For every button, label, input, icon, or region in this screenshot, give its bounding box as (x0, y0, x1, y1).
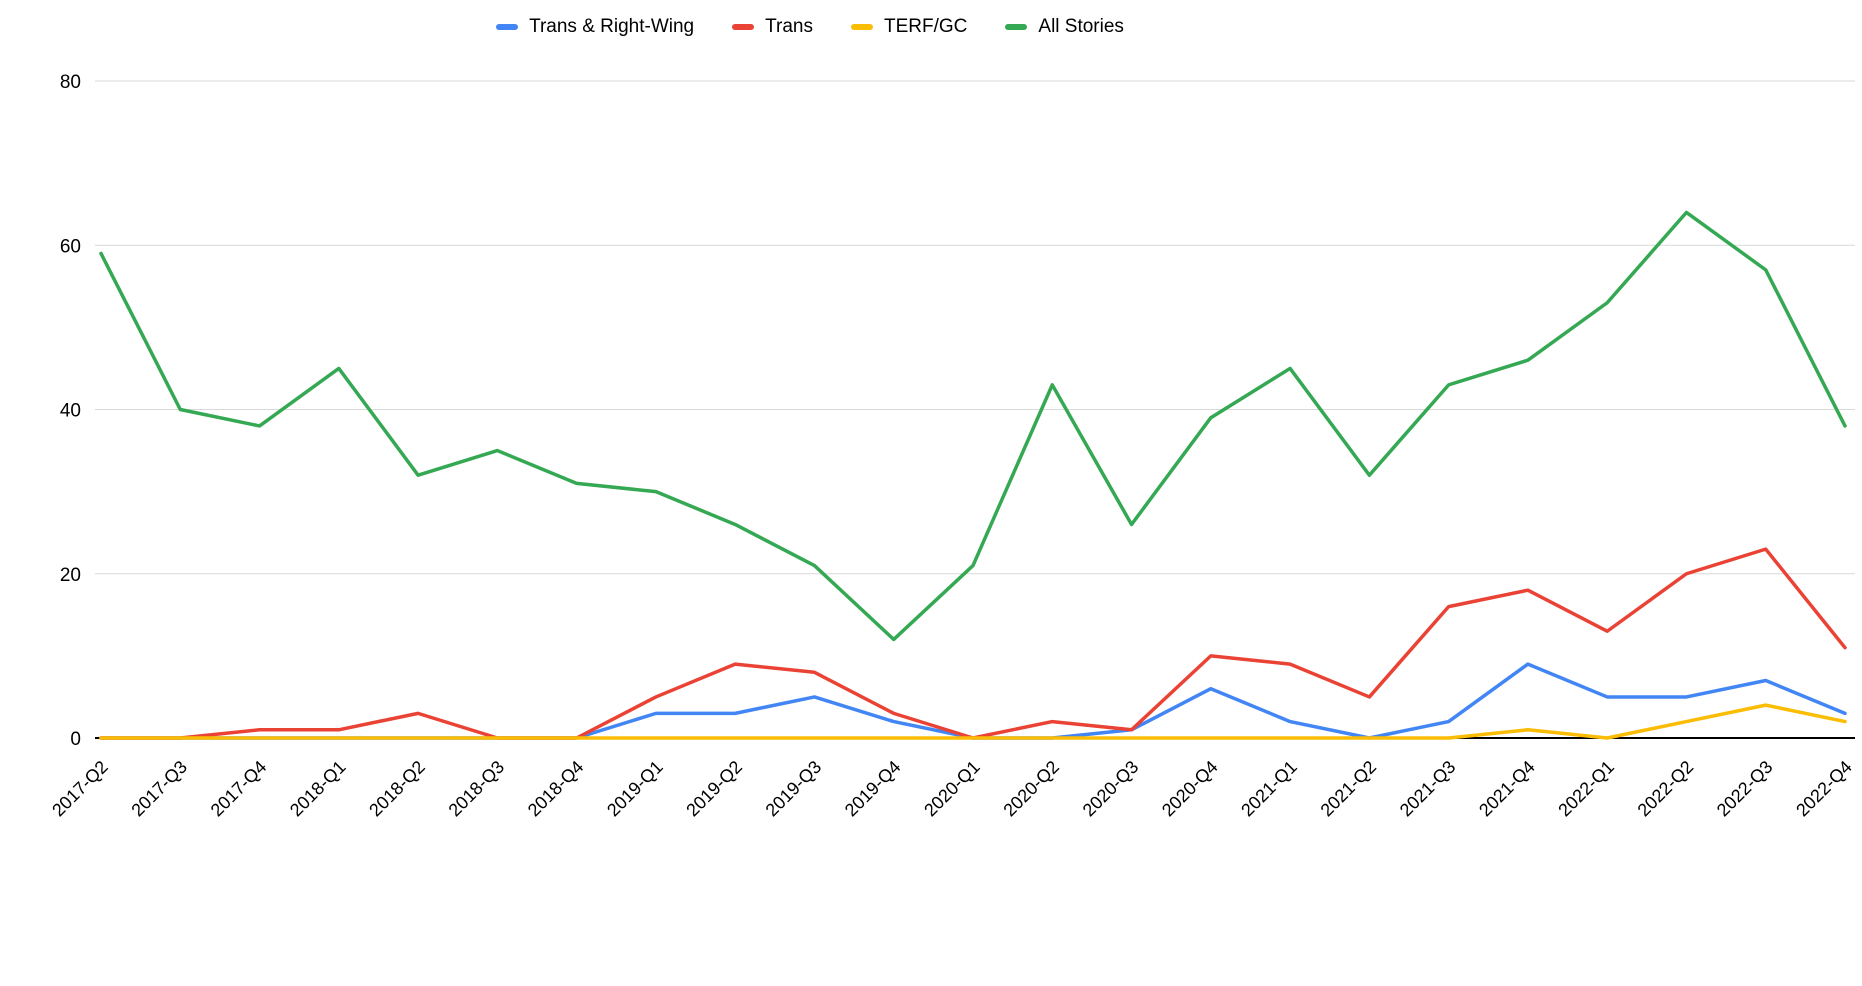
legend-item-trans: Trans (732, 16, 813, 38)
x-tick-label: 2019-Q2 (682, 757, 746, 821)
x-tick-label: 2020-Q1 (920, 757, 984, 821)
series-line-terf-gc (99, 703, 1847, 740)
y-tick-label: 60 (60, 236, 81, 257)
legend-label-trans: Trans (765, 16, 813, 37)
x-tick-label: 2022-Q3 (1713, 757, 1777, 821)
legend-label-all-stories: All Stories (1038, 16, 1124, 37)
legend-swatch-trans-right-wing (496, 24, 519, 30)
x-tick-label: 2020-Q3 (1079, 757, 1143, 821)
x-tick-label: 2017-Q2 (48, 757, 112, 821)
x-tick-label: 2018-Q4 (524, 757, 588, 821)
legend-swatch-terf-gc (851, 24, 873, 30)
x-tick-label: 2018-Q2 (365, 757, 429, 821)
x-tick-label: 2022-Q1 (1554, 757, 1618, 821)
y-tick-label: 20 (60, 565, 81, 586)
x-tick-label: 2021-Q3 (1396, 757, 1460, 821)
x-tick-label: 2018-Q1 (286, 757, 350, 821)
x-tick-label: 2018-Q3 (445, 757, 509, 821)
series-line-all-stories (99, 210, 1847, 642)
x-tick-label: 2017-Q3 (127, 757, 191, 821)
x-axis-labels: 2017-Q2 2017-Q3 2017-Q4 2018-Q1 2018-Q2 2018-… (48, 757, 1856, 821)
series-lines (99, 210, 1847, 740)
series-line-trans-right-wing (99, 662, 1847, 740)
y-tick-label: 40 (60, 401, 81, 422)
x-tick-label: 2021-Q2 (1317, 757, 1381, 821)
x-tick-label: 2019-Q4 (841, 757, 905, 821)
x-tick-label: 2022-Q2 (1634, 757, 1698, 821)
series-line-trans (99, 547, 1847, 740)
legend-item-all-stories: All Stories (1005, 16, 1124, 38)
y-axis-labels: 0 20 40 60 80 (60, 72, 81, 750)
y-tick-label: 80 (60, 72, 81, 93)
legend-item-trans-right-wing: Trans & Right-Wing (496, 16, 694, 38)
x-tick-label: 2022-Q4 (1792, 757, 1856, 821)
chart-legend: Trans & Right-Wing Trans TERF/GC All Sto… (0, 16, 1620, 38)
x-tick-label: 2019-Q3 (762, 757, 826, 821)
legend-item-terf-gc: TERF/GC (851, 16, 967, 38)
gridlines (95, 80, 1855, 575)
x-tick-label: 2017-Q4 (207, 757, 271, 821)
y-tick-label: 0 (70, 729, 81, 750)
legend-swatch-all-stories (1005, 24, 1028, 30)
legend-label-trans-right-wing: Trans & Right-Wing (529, 16, 695, 37)
x-tick-label: 2021-Q4 (1475, 757, 1539, 821)
x-tick-label: 2020-Q2 (999, 757, 1063, 821)
x-tick-label: 2019-Q1 (603, 757, 667, 821)
legend-swatch-trans (732, 24, 755, 30)
x-tick-label: 2020-Q4 (1158, 757, 1222, 821)
x-tick-label: 2021-Q1 (1237, 757, 1301, 821)
legend-label-terf-gc: TERF/GC (884, 16, 968, 37)
